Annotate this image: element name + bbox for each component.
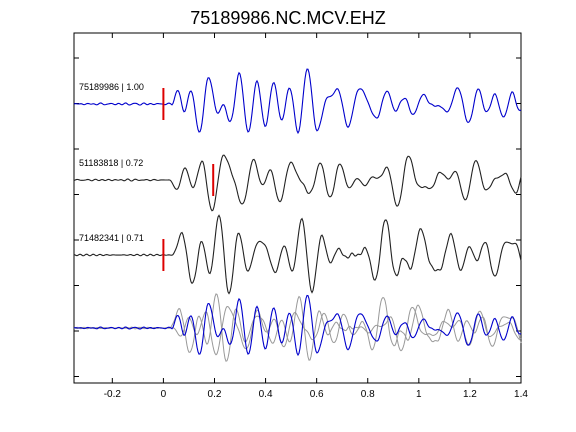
trace-label: 71482341 | 0.71 [79, 233, 144, 243]
overlay-trace-gray [73, 293, 522, 362]
traces-group [73, 68, 522, 362]
x-tick-label: 1.2 [463, 389, 477, 400]
plot-frame [73, 32, 522, 384]
x-tick-label: 0.2 [208, 389, 222, 400]
trace-labels: 75189986 | 1.00 51183818 | 0.72 71482341 |… [79, 82, 144, 243]
x-tick-label: 1.4 [514, 389, 528, 400]
pick-markers [162, 88, 215, 271]
x-tick-label: 0.4 [259, 389, 273, 400]
overlay-trace-reference [73, 294, 522, 357]
x-tick-label: 0 [161, 389, 167, 400]
x-tick-label: -0.2 [104, 389, 122, 400]
chart-title: 75189986.NC.MCV.EHZ [190, 8, 385, 28]
x-tick-label: 0.6 [310, 389, 324, 400]
x-tick-label: 0.8 [361, 389, 375, 400]
trace-line [73, 68, 522, 135]
trace-label: 51183818 | 0.72 [79, 158, 143, 168]
trace-line [73, 214, 522, 295]
x-tick-label: 1 [416, 389, 422, 400]
trace-line [73, 154, 522, 212]
axis-ticks: -0.2 0 0.2 0.4 0.6 0.8 1 1.2 1.4 [74, 33, 528, 400]
trace-label: 75189986 | 1.00 [79, 82, 144, 92]
